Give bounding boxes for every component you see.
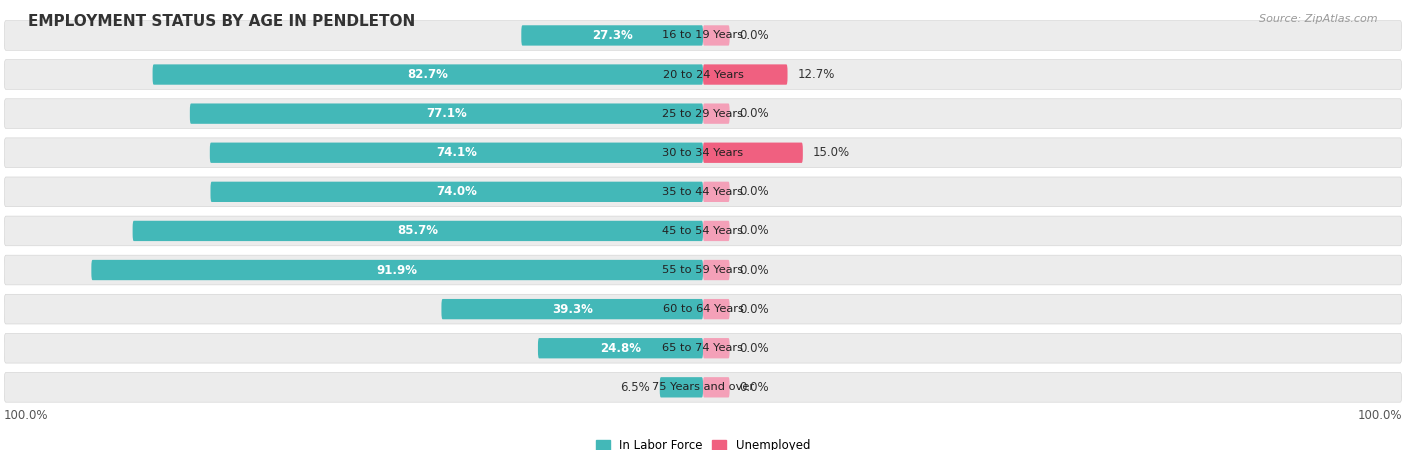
FancyBboxPatch shape (4, 255, 1402, 285)
FancyBboxPatch shape (703, 299, 730, 320)
Text: 60 to 64 Years: 60 to 64 Years (662, 304, 744, 314)
Text: 82.7%: 82.7% (408, 68, 449, 81)
Text: 65 to 74 Years: 65 to 74 Years (662, 343, 744, 353)
Text: 0.0%: 0.0% (740, 185, 769, 198)
Text: 0.0%: 0.0% (740, 264, 769, 277)
Text: 100.0%: 100.0% (1357, 409, 1402, 422)
FancyBboxPatch shape (4, 177, 1402, 207)
Legend: In Labor Force, Unemployed: In Labor Force, Unemployed (596, 439, 810, 450)
Text: 27.3%: 27.3% (592, 29, 633, 42)
FancyBboxPatch shape (703, 64, 787, 85)
FancyBboxPatch shape (132, 221, 703, 241)
FancyBboxPatch shape (703, 143, 803, 163)
Text: 75 Years and over: 75 Years and over (652, 382, 754, 392)
FancyBboxPatch shape (441, 299, 703, 320)
FancyBboxPatch shape (703, 104, 730, 124)
Text: EMPLOYMENT STATUS BY AGE IN PENDLETON: EMPLOYMENT STATUS BY AGE IN PENDLETON (28, 14, 415, 28)
Text: 25 to 29 Years: 25 to 29 Years (662, 108, 744, 119)
FancyBboxPatch shape (4, 138, 1402, 167)
FancyBboxPatch shape (209, 143, 703, 163)
Text: 0.0%: 0.0% (740, 107, 769, 120)
FancyBboxPatch shape (703, 25, 730, 45)
FancyBboxPatch shape (153, 64, 703, 85)
FancyBboxPatch shape (703, 182, 730, 202)
Text: 35 to 44 Years: 35 to 44 Years (662, 187, 744, 197)
Text: 91.9%: 91.9% (377, 264, 418, 277)
Text: 30 to 34 Years: 30 to 34 Years (662, 148, 744, 158)
Text: 0.0%: 0.0% (740, 302, 769, 315)
FancyBboxPatch shape (4, 21, 1402, 50)
Text: 74.1%: 74.1% (436, 146, 477, 159)
Text: Source: ZipAtlas.com: Source: ZipAtlas.com (1260, 14, 1378, 23)
Text: 55 to 59 Years: 55 to 59 Years (662, 265, 744, 275)
Text: 15.0%: 15.0% (813, 146, 851, 159)
FancyBboxPatch shape (703, 221, 730, 241)
Text: 6.5%: 6.5% (620, 381, 650, 394)
FancyBboxPatch shape (659, 377, 703, 397)
Text: 39.3%: 39.3% (551, 302, 593, 315)
Text: 100.0%: 100.0% (4, 409, 49, 422)
FancyBboxPatch shape (703, 377, 730, 397)
FancyBboxPatch shape (4, 60, 1402, 90)
FancyBboxPatch shape (4, 99, 1402, 129)
Text: 12.7%: 12.7% (797, 68, 835, 81)
FancyBboxPatch shape (4, 294, 1402, 324)
FancyBboxPatch shape (91, 260, 703, 280)
FancyBboxPatch shape (4, 333, 1402, 363)
Text: 16 to 19 Years: 16 to 19 Years (662, 31, 744, 40)
FancyBboxPatch shape (4, 373, 1402, 402)
Text: 24.8%: 24.8% (600, 342, 641, 355)
FancyBboxPatch shape (190, 104, 703, 124)
Text: 77.1%: 77.1% (426, 107, 467, 120)
FancyBboxPatch shape (703, 260, 730, 280)
Text: 0.0%: 0.0% (740, 342, 769, 355)
Text: 0.0%: 0.0% (740, 225, 769, 238)
Text: 74.0%: 74.0% (436, 185, 477, 198)
FancyBboxPatch shape (4, 216, 1402, 246)
FancyBboxPatch shape (522, 25, 703, 45)
FancyBboxPatch shape (703, 338, 730, 358)
Text: 45 to 54 Years: 45 to 54 Years (662, 226, 744, 236)
Text: 0.0%: 0.0% (740, 381, 769, 394)
Text: 20 to 24 Years: 20 to 24 Years (662, 70, 744, 80)
FancyBboxPatch shape (538, 338, 703, 358)
Text: 0.0%: 0.0% (740, 29, 769, 42)
FancyBboxPatch shape (211, 182, 703, 202)
Text: 85.7%: 85.7% (398, 225, 439, 238)
